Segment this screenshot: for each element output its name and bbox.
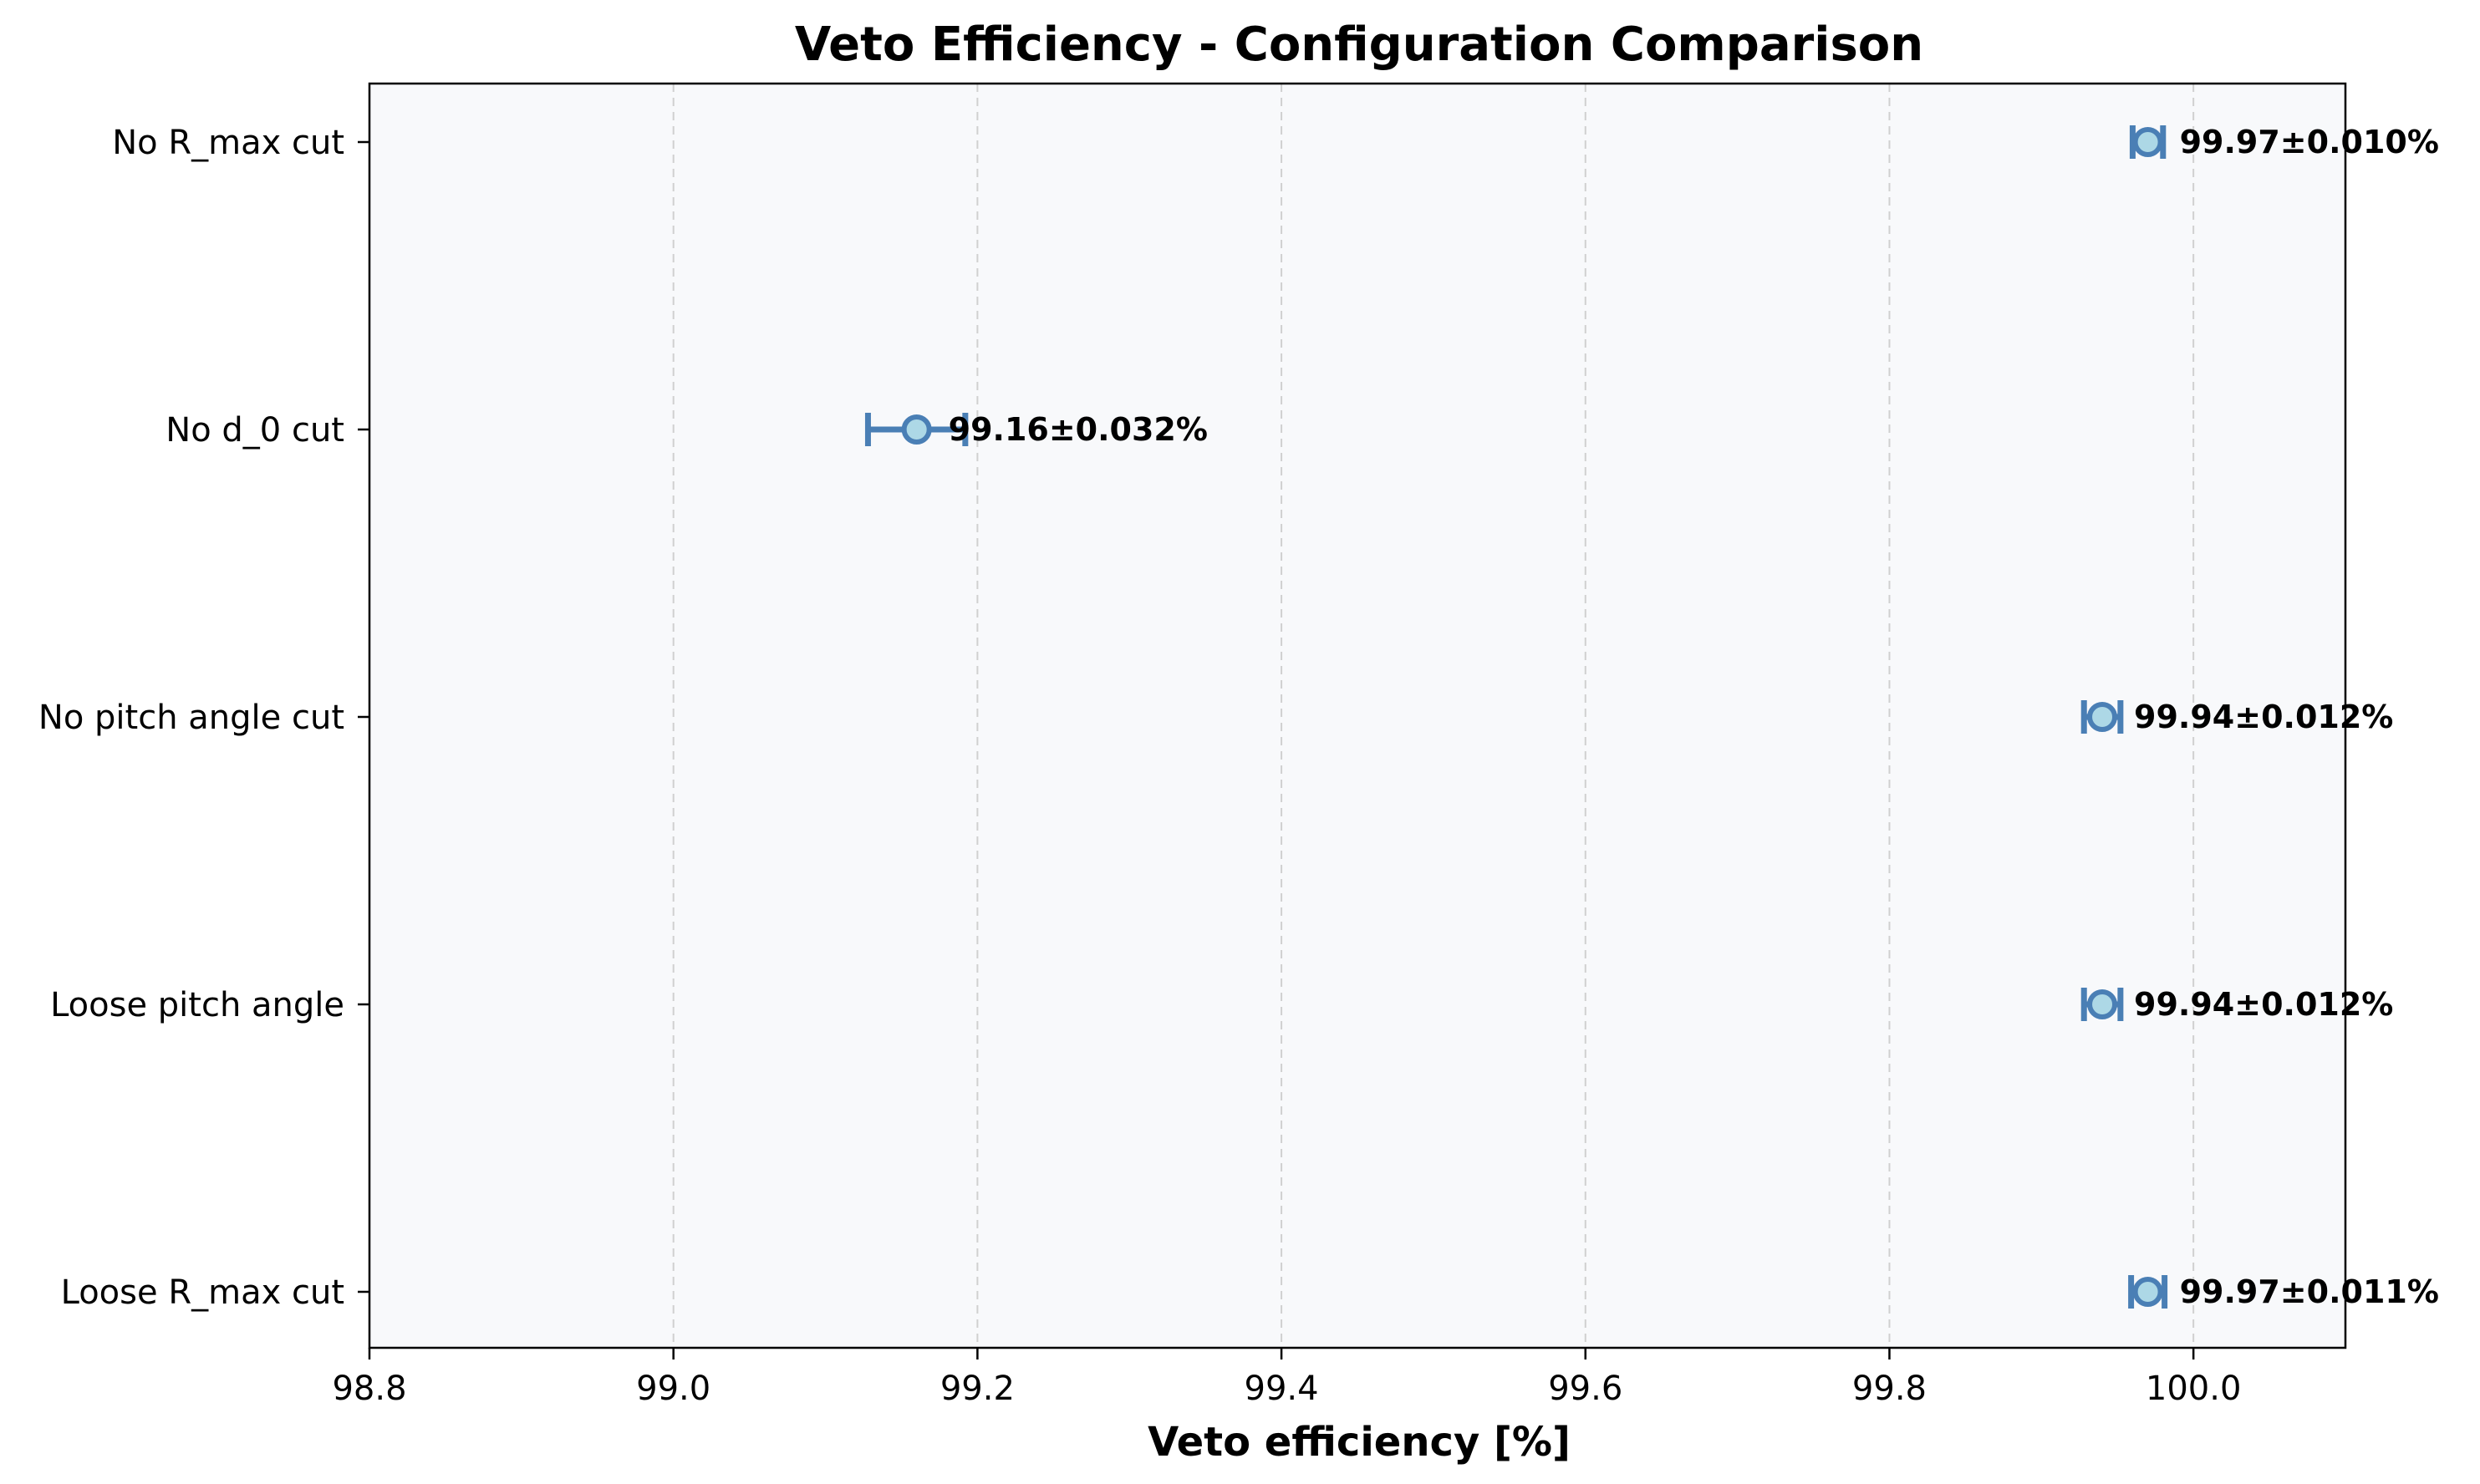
y-tick-label: No pitch angle cut	[38, 699, 344, 737]
y-tick-label: Loose pitch angle	[50, 986, 344, 1024]
x-tick-label: 99.6	[1548, 1370, 1622, 1408]
x-tick-label: 99.0	[636, 1370, 710, 1408]
data-point	[2087, 702, 2118, 732]
x-tick-label: 99.2	[940, 1370, 1015, 1408]
y-tick-label: No R_max cut	[112, 124, 344, 162]
x-axis-label: Veto efficiency [%]	[1148, 1419, 1571, 1466]
data-point	[2132, 127, 2163, 157]
y-tick-label: No d_0 cut	[166, 411, 344, 450]
x-tick-label: 100.0	[2146, 1370, 2242, 1408]
data-label: 99.97±0.010%	[2180, 124, 2439, 160]
data-label: 99.97±0.011%	[2180, 1273, 2439, 1310]
data-label: 99.94±0.012%	[2134, 699, 2393, 735]
data-point	[2132, 1277, 2163, 1307]
x-tick-label: 98.8	[332, 1370, 406, 1408]
y-tick-label: Loose R_max cut	[61, 1273, 344, 1312]
data-label: 99.16±0.032%	[949, 411, 1208, 448]
x-tick-label: 99.4	[1245, 1370, 1319, 1408]
plot-background	[369, 84, 2345, 1348]
plot-area: 98.8 99.0 99.2 99.4 99.6 99.8 100.0 No R_max cu…	[38, 82, 2439, 1408]
x-tick-label: 99.8	[1852, 1370, 1927, 1408]
plot-frame	[368, 82, 2347, 1349]
data-point	[2087, 989, 2118, 1019]
data-label: 99.94±0.012%	[2134, 986, 2393, 1023]
data-point	[901, 414, 932, 445]
chart-title: Veto Efficiency - Configuration Comparis…	[795, 18, 1923, 72]
